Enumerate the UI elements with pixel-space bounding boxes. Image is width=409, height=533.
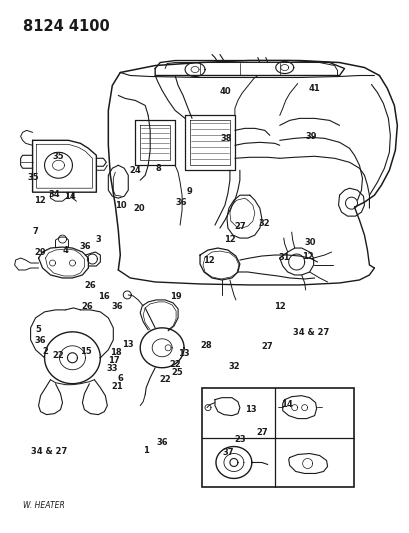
Text: 13: 13 [178,349,189,358]
Text: 26: 26 [82,302,93,311]
Text: 21: 21 [111,382,123,391]
Text: 33: 33 [106,364,117,373]
Text: 14: 14 [64,192,76,201]
Text: 35: 35 [52,152,63,161]
Text: 22: 22 [159,375,171,384]
Text: 20: 20 [133,204,145,213]
Text: 36: 36 [156,439,168,448]
Text: 24: 24 [129,166,141,175]
Text: 40: 40 [220,86,231,95]
Text: 41: 41 [308,84,320,93]
Text: 32: 32 [257,219,269,228]
Text: 12: 12 [202,256,214,265]
Text: 36: 36 [111,302,123,311]
Text: 27: 27 [234,222,245,231]
Text: 2: 2 [42,346,47,356]
Text: 4: 4 [63,246,68,255]
Text: 16: 16 [98,292,109,301]
Text: 12: 12 [302,252,313,261]
Text: 30: 30 [303,238,315,247]
Text: 8: 8 [155,164,161,173]
Text: 36: 36 [35,336,47,345]
Text: 35: 35 [28,173,40,182]
Text: 34 & 27: 34 & 27 [31,447,67,456]
Text: 8124 4100: 8124 4100 [22,19,109,34]
Text: 36: 36 [79,242,91,251]
Text: 7: 7 [32,227,38,236]
Text: 29: 29 [34,248,46,257]
Text: 27: 27 [256,429,268,438]
Text: 17: 17 [108,356,120,365]
Text: 13: 13 [245,405,256,414]
Text: 15: 15 [80,346,92,356]
Text: 5: 5 [36,325,42,334]
Text: 27: 27 [260,342,272,351]
Text: 12: 12 [273,302,285,311]
Text: 39: 39 [305,132,316,141]
Text: 34 & 27: 34 & 27 [292,328,328,337]
Text: 22: 22 [169,360,180,369]
Text: 1: 1 [142,447,148,456]
Text: 36: 36 [175,198,186,207]
Text: W. HEATER: W. HEATER [22,502,64,511]
Text: 13: 13 [122,340,134,349]
Bar [202,387,354,487]
Text: 12: 12 [223,235,235,244]
Text: 34: 34 [48,190,59,199]
Text: 12: 12 [34,196,46,205]
Text: 32: 32 [228,362,239,372]
Text: 18: 18 [110,348,121,357]
Text: 37: 37 [222,448,234,457]
Text: 9: 9 [186,187,191,196]
Text: 14: 14 [281,400,292,409]
Text: 3: 3 [95,235,101,244]
Text: 19: 19 [170,292,181,301]
Text: 6: 6 [117,374,123,383]
Text: 10: 10 [115,201,127,210]
Text: 28: 28 [200,341,212,350]
Text: 26: 26 [84,281,96,290]
Text: 31: 31 [278,254,290,262]
Text: 38: 38 [220,134,231,143]
Text: 22: 22 [52,351,64,360]
Text: 25: 25 [171,368,183,377]
Text: 23: 23 [234,435,245,445]
